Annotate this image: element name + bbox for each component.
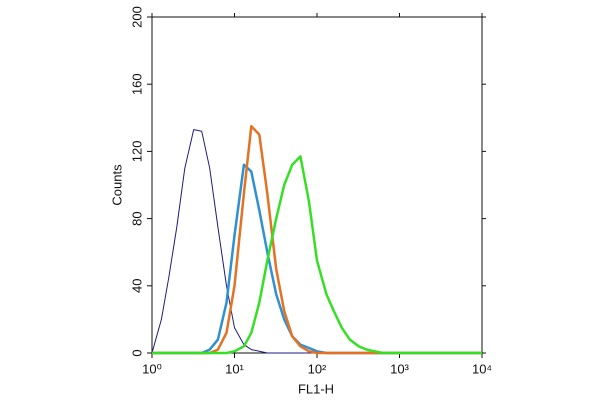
- y-axis-label: Counts: [109, 164, 124, 206]
- x-axis-label: FL1-H: [298, 381, 334, 396]
- y-tick-label: 80: [129, 211, 144, 225]
- y-tick-label: 0: [129, 349, 144, 356]
- y-tick-label: 40: [129, 279, 144, 293]
- x-tick-label: 10³: [390, 361, 409, 376]
- x-tick-label: 10²: [308, 361, 327, 376]
- plot-frame: [151, 16, 483, 354]
- histogram-line: [151, 129, 482, 354]
- x-tick-label: 10⁰: [142, 361, 162, 376]
- x-tick-label: 10¹: [225, 361, 244, 376]
- y-tick-label: 200: [129, 6, 144, 28]
- y-tick-label: 160: [129, 73, 144, 95]
- x-tick-label: 10⁴: [472, 361, 492, 376]
- y-tick-label: 120: [129, 141, 144, 163]
- histogram-line: [152, 155, 482, 355]
- histogram-line: [152, 124, 482, 355]
